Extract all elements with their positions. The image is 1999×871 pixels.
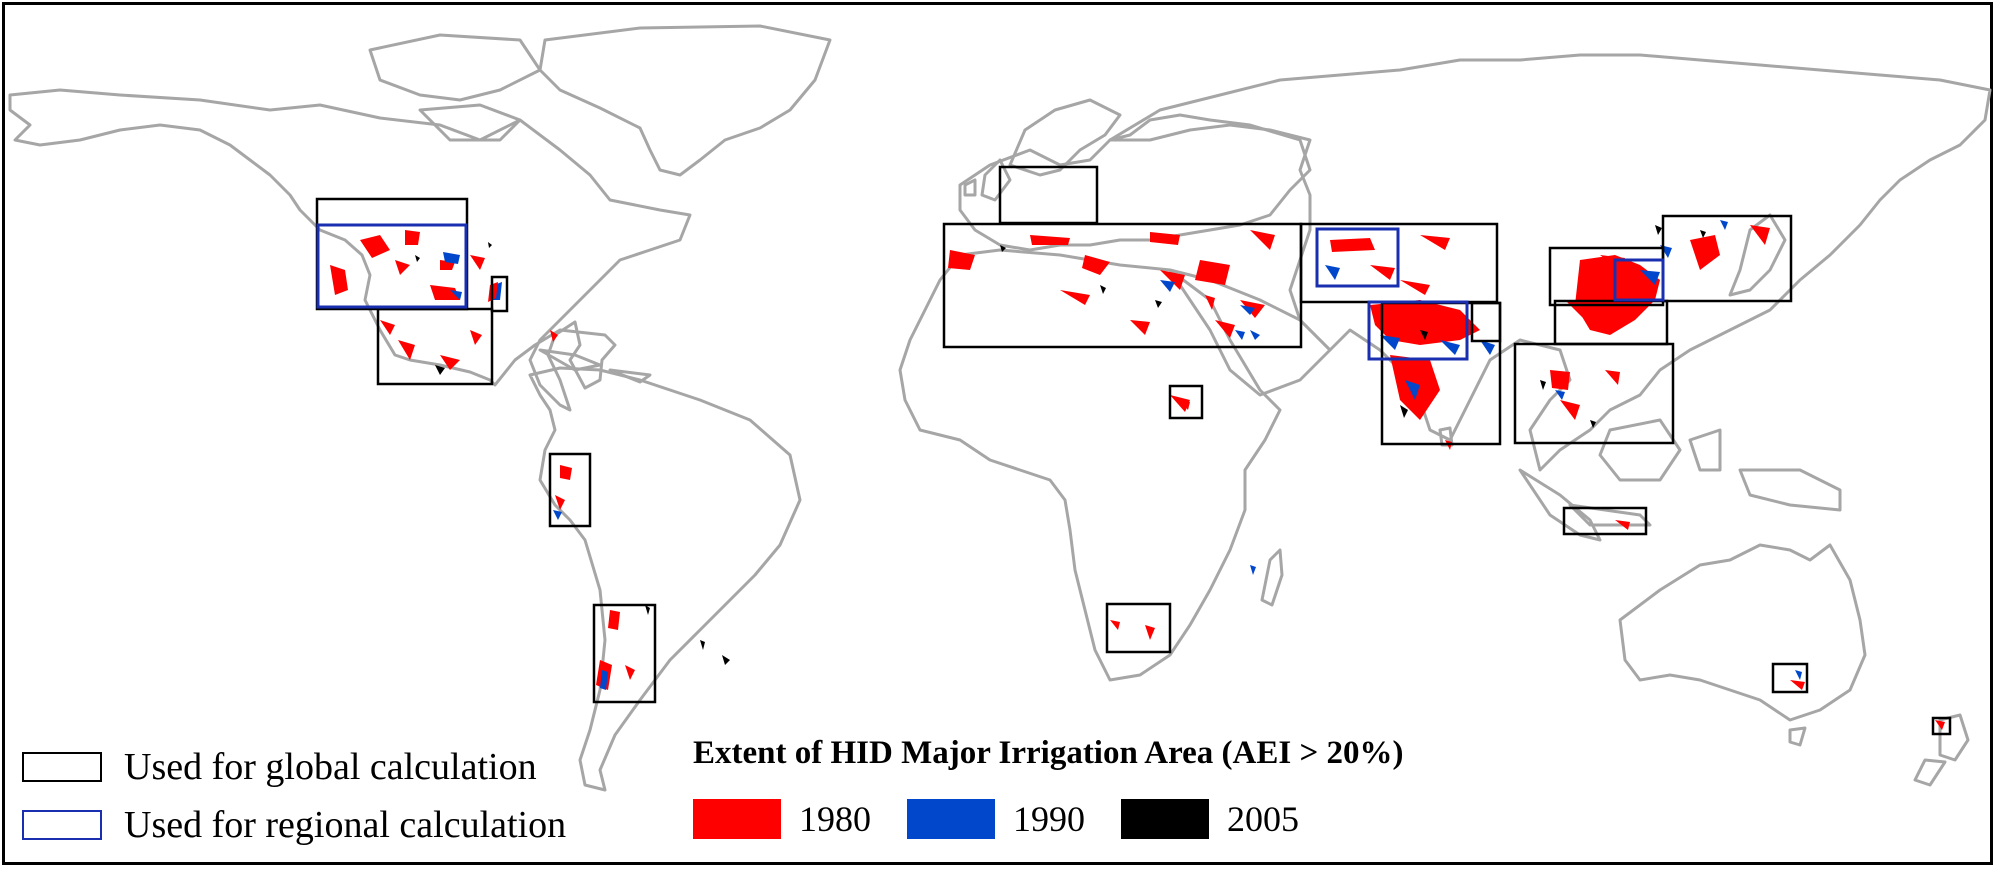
global-box-peru	[548, 452, 592, 528]
global-box-swatch	[22, 752, 102, 782]
extent-legend: Extent of HID Major Irrigation Area (AEI…	[693, 735, 1404, 840]
global-box-scandinavia	[998, 165, 1099, 225]
legend-regional-row: Used for regional calculation	[22, 796, 566, 854]
regional-box-swatch	[22, 810, 102, 840]
global-box-south-asia-north	[1470, 301, 1502, 343]
coastline-australia	[1618, 543, 1867, 722]
coastline-british-isles	[963, 158, 1012, 202]
irrigation-patch-1990	[1160, 280, 1260, 340]
global-box-australia	[1771, 662, 1809, 694]
regional-box-north-china	[1613, 258, 1665, 302]
irrigation-extent	[330, 220, 1945, 730]
legend-global-label: Used for global calculation	[124, 746, 537, 788]
global-calculation-boxes	[315, 165, 1952, 736]
coastline-indonesia	[1518, 418, 1842, 542]
global-box-new-zealand	[1931, 716, 1952, 736]
coastlines	[8, 24, 1992, 792]
global-box-florida	[490, 275, 509, 313]
irrigation-patch-1980	[330, 230, 485, 300]
irrigation-patch-1990	[1325, 265, 1340, 280]
global-box-south-africa	[1105, 602, 1172, 654]
coastline-north-america	[8, 88, 692, 412]
extent-legend-title: Extent of HID Major Irrigation Area (AEI…	[693, 735, 1404, 771]
irrigation-patch-1990	[1555, 390, 1565, 400]
coastline-madagascar	[1260, 548, 1284, 607]
coastline-new-zealand	[1913, 713, 1970, 787]
year-2005-label: 2005	[1227, 799, 1299, 839]
global-box-saudi	[1168, 384, 1204, 420]
legend-global-row: Used for global calculation	[22, 738, 566, 796]
irrigation-patch-1990	[1640, 220, 1728, 285]
global-box-korea-japan	[1661, 214, 1793, 303]
regional-box-western-us	[316, 223, 468, 309]
coastline-greenland	[538, 24, 832, 177]
year-1980-swatch	[693, 799, 781, 839]
global-box-java	[1562, 506, 1648, 536]
year-1980-label: 1980	[799, 799, 871, 839]
coastline-arabia	[1168, 268, 1332, 397]
irrigation-patch-1990	[1250, 565, 1802, 680]
coastline-south-america	[528, 366, 802, 792]
coastline-europe	[958, 113, 1312, 252]
irrigation-patch-1980	[1330, 235, 1450, 295]
coastline-arctic-islands	[368, 33, 542, 142]
year-2005-swatch	[1121, 799, 1209, 839]
regional-box-central-asia	[1315, 227, 1400, 288]
irrigation-patch-1990	[553, 510, 608, 690]
irrigation-patch-2005	[1400, 330, 1428, 418]
global-box-mexico	[376, 307, 494, 386]
coastline-asia	[1108, 53, 1992, 472]
regional-calculation-boxes	[316, 223, 1665, 361]
irrigation-patch-1980	[1550, 370, 1630, 530]
year-1990-swatch	[907, 799, 995, 839]
coastline-scandinavia	[1008, 98, 1122, 177]
irrigation-patch-1990	[1380, 335, 1495, 400]
regional-box-indus-ganges	[1367, 300, 1469, 361]
irrigation-patch-1980	[555, 465, 635, 690]
irrigation-patch-1980	[1370, 300, 1480, 450]
coastline-japan	[1728, 213, 1787, 297]
box-legend: Used for global calculation Used for reg…	[22, 738, 566, 854]
coastline-africa	[898, 248, 1282, 682]
coastline-tasmania	[1788, 726, 1807, 747]
legend-regional-label: Used for regional calculation	[124, 804, 567, 846]
irrigation-patch-1980	[1110, 295, 1945, 730]
global-box-southeast-asia	[1513, 342, 1675, 445]
global-box-chile	[592, 603, 657, 704]
year-legend: 1980 1990 2005	[693, 798, 1404, 840]
irrigation-patch-1980	[948, 230, 1275, 412]
year-1990-label: 1990	[1013, 799, 1085, 839]
irrigation-patch-1980	[1565, 225, 1770, 335]
